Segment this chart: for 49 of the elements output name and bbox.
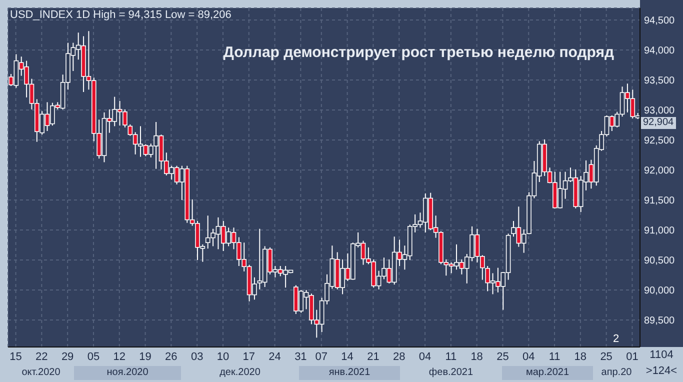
text: Доллар демонстрирует рост третью неделю подряд	[223, 44, 614, 61]
text: 92,904	[641, 116, 676, 129]
text: окт.2020	[20, 366, 62, 380]
y-tick-label: 91,500	[644, 196, 676, 207]
x-tick-label: 21	[367, 350, 380, 363]
y-tick-label: 91,000	[644, 226, 676, 237]
y-tick-label: 92,000	[644, 166, 676, 177]
text: >124<	[644, 365, 678, 377]
x-tick-label: 31	[294, 350, 307, 363]
x-tick-label: 04	[418, 350, 432, 363]
text: мар.2021	[502, 366, 593, 380]
text: дек.2020	[218, 366, 262, 380]
x-tick-label: 18	[574, 350, 587, 363]
y-tick-label: 90,500	[644, 256, 676, 267]
x-tick-label: 01	[626, 350, 638, 363]
y-tick-label: 92,500	[644, 136, 676, 147]
x-tick-label: 07	[315, 350, 328, 363]
x-tick-label: 15	[10, 350, 22, 363]
text: янв.2021	[299, 366, 400, 380]
y-tick-label: 93,500	[644, 76, 676, 87]
y-tick-label: 94,500	[644, 16, 676, 27]
x-tick-label: 04	[522, 350, 535, 363]
y-tick-label: 93,000	[644, 106, 676, 117]
x-tick-label: 03	[190, 350, 204, 363]
x-tick-label: 25	[600, 350, 612, 363]
text: ноя.2020	[74, 366, 181, 380]
x-tick-label: 25	[496, 350, 509, 363]
y-tick-label: 90,000	[644, 286, 676, 297]
x-tick-label: 22	[36, 350, 48, 363]
x-tick-label: 12	[113, 350, 126, 363]
x-tick-label: 28	[392, 350, 406, 363]
x-tick-label: 14	[341, 350, 354, 363]
x-tick-label: 17	[242, 350, 256, 363]
x-tick-label: 29	[61, 350, 74, 363]
y-tick-label: 89,500	[644, 316, 676, 327]
text: апр.20	[600, 366, 633, 380]
text: фев.2021	[428, 366, 474, 380]
chart-subtitle: USD_INDEX 1D High = 94,315 Low = 89,206	[10, 9, 232, 21]
x-tick-label: 11	[445, 350, 457, 363]
y-tick-label: 94,000	[644, 46, 676, 57]
x-tick-label: 24	[268, 350, 281, 363]
annotation: 2	[613, 333, 620, 345]
x-tick-label: 11	[548, 350, 560, 363]
x-tick-label: 10	[216, 350, 230, 363]
x-tick-label: 19	[139, 350, 152, 363]
text: 1104	[648, 349, 674, 361]
x-tick-label: 18	[470, 350, 483, 363]
x-tick-label: 05	[87, 350, 100, 363]
x-tick-label: 26	[165, 350, 178, 363]
